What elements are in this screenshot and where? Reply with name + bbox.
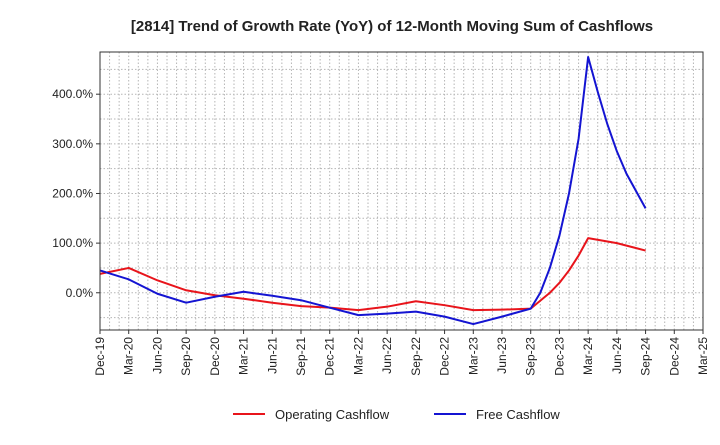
y-tick-label: 400.0% <box>52 87 93 101</box>
x-tick-label: Dec-21 <box>323 337 337 376</box>
x-tick-label: Sep-23 <box>524 337 538 376</box>
x-tick-label: Jun-22 <box>380 337 394 374</box>
series-lines <box>99 55 647 326</box>
x-tick-label: Sep-22 <box>409 337 423 376</box>
x-tick-label: Jun-20 <box>150 337 164 374</box>
chart-title: [2814] Trend of Growth Rate (YoY) of 12-… <box>131 18 653 35</box>
x-tick-label: Sep-21 <box>294 337 308 376</box>
free-cashflow-line <box>99 55 647 326</box>
legend-label-operating-cashflow: Operating Cashflow <box>275 407 390 422</box>
x-axis-ticks: Dec-19 Mar-20 Jun-20 Sep-20 Dec-20 Mar-21 Jun-… <box>93 330 710 376</box>
y-tick-label: 200.0% <box>52 186 93 200</box>
x-tick-label: Dec-19 <box>93 337 107 376</box>
x-tick-label: Mar-23 <box>466 337 480 375</box>
operating-cashflow-line <box>99 237 646 312</box>
y-tick-label: 0.0% <box>66 286 94 300</box>
x-tick-label: Jun-23 <box>495 337 509 374</box>
x-tick-label: Mar-21 <box>237 337 251 375</box>
x-tick-label: Dec-24 <box>667 337 681 376</box>
plot-area-frame <box>99 51 704 331</box>
x-tick-label: Jun-24 <box>610 337 624 374</box>
grid <box>99 52 704 330</box>
y-axis-ticks: 0.0% 100.0% 200.0% 300.0% 400.0% <box>52 87 100 300</box>
x-tick-label: Sep-24 <box>639 337 653 376</box>
x-tick-label: Dec-20 <box>208 337 222 376</box>
y-tick-label: 300.0% <box>52 137 93 151</box>
x-tick-label: Jun-21 <box>265 337 279 374</box>
x-tick-label: Mar-24 <box>581 337 595 375</box>
x-tick-label: Dec-23 <box>552 337 566 376</box>
x-tick-label: Dec-22 <box>438 337 452 376</box>
x-tick-label: Mar-25 <box>696 337 710 375</box>
y-tick-label: 100.0% <box>52 236 93 250</box>
legend: Operating Cashflow Free Cashflow <box>233 407 560 422</box>
legend-label-free-cashflow: Free Cashflow <box>476 407 560 422</box>
x-tick-label: Mar-22 <box>351 337 365 375</box>
x-tick-label: Sep-20 <box>179 337 193 376</box>
x-tick-label: Mar-20 <box>122 337 136 375</box>
